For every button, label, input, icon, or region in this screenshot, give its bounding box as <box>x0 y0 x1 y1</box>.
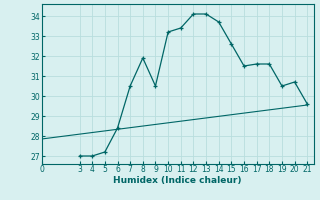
X-axis label: Humidex (Indice chaleur): Humidex (Indice chaleur) <box>113 176 242 185</box>
